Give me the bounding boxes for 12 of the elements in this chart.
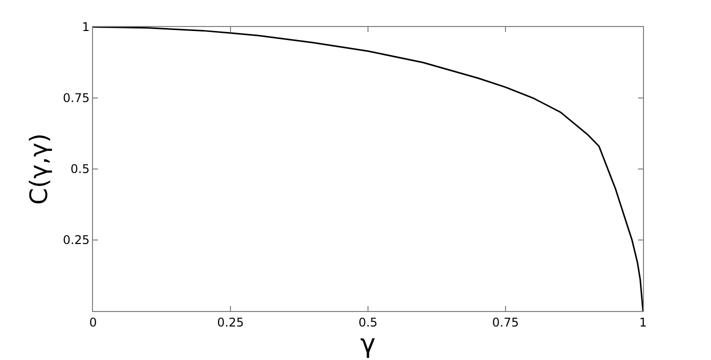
x-axis-title: γ <box>360 329 376 360</box>
y-axis-title: C(γ,γ) <box>24 133 53 205</box>
x-tick-label: 0.75 <box>492 315 519 330</box>
x-tick-label: 1 <box>639 315 647 330</box>
x-tick-label: 0 <box>89 315 97 330</box>
line-series <box>93 27 643 311</box>
y-tick-label: 0.25 <box>62 233 90 248</box>
x-tick-label: 0.25 <box>217 315 244 330</box>
x-tick-label: 0.5 <box>358 315 378 330</box>
y-tick-label: 0.5 <box>70 162 90 176</box>
y-tick-label: 0.75 <box>62 91 90 106</box>
y-tick-label: 1 <box>82 20 90 34</box>
